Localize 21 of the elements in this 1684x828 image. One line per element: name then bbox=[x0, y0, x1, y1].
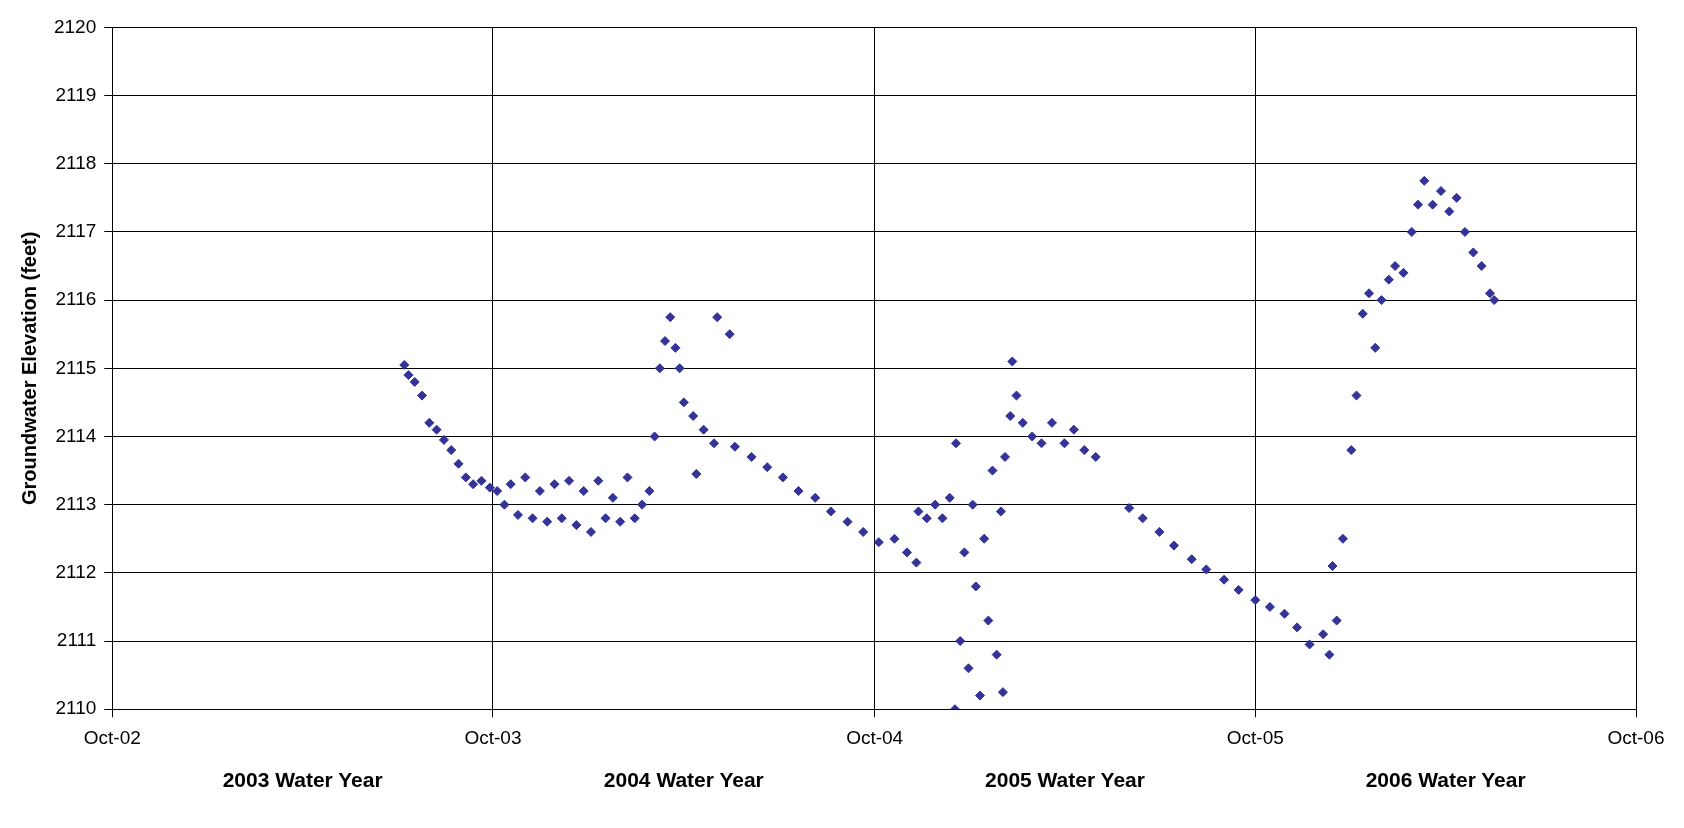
text: 2004 Water Year bbox=[603, 768, 764, 791]
y-tick-label: 2110 bbox=[55, 697, 97, 719]
y-tick-label: 2115 bbox=[55, 356, 97, 378]
y-tick-label: 2119 bbox=[55, 83, 97, 105]
y-tick-label: 2118 bbox=[55, 151, 97, 173]
y-tick-label: 2120 bbox=[53, 15, 97, 37]
text: 2005 Water Year bbox=[985, 768, 1145, 791]
y-tick-label: 2114 bbox=[55, 424, 97, 446]
x-tick-label: Oct-05 bbox=[1226, 726, 1284, 748]
text: 2003 Water Year bbox=[222, 768, 383, 791]
y-axis-title: Groundwater Elevation (feet) bbox=[17, 231, 40, 505]
x-tick-label: Oct-06 bbox=[1607, 726, 1665, 748]
y-tick-label: 2117 bbox=[55, 220, 97, 242]
y-tick-label: 2111 bbox=[56, 629, 97, 651]
y-tick-label: 2112 bbox=[55, 561, 97, 583]
x-tick-label: Oct-02 bbox=[83, 726, 141, 748]
x-tick-label: Oct-03 bbox=[464, 726, 522, 748]
text: 2006 Water Year bbox=[1365, 768, 1526, 791]
x-tick-label: Oct-04 bbox=[846, 726, 904, 748]
y-tick-label: 2113 bbox=[55, 492, 97, 514]
y-tick-label: 2116 bbox=[55, 288, 97, 310]
